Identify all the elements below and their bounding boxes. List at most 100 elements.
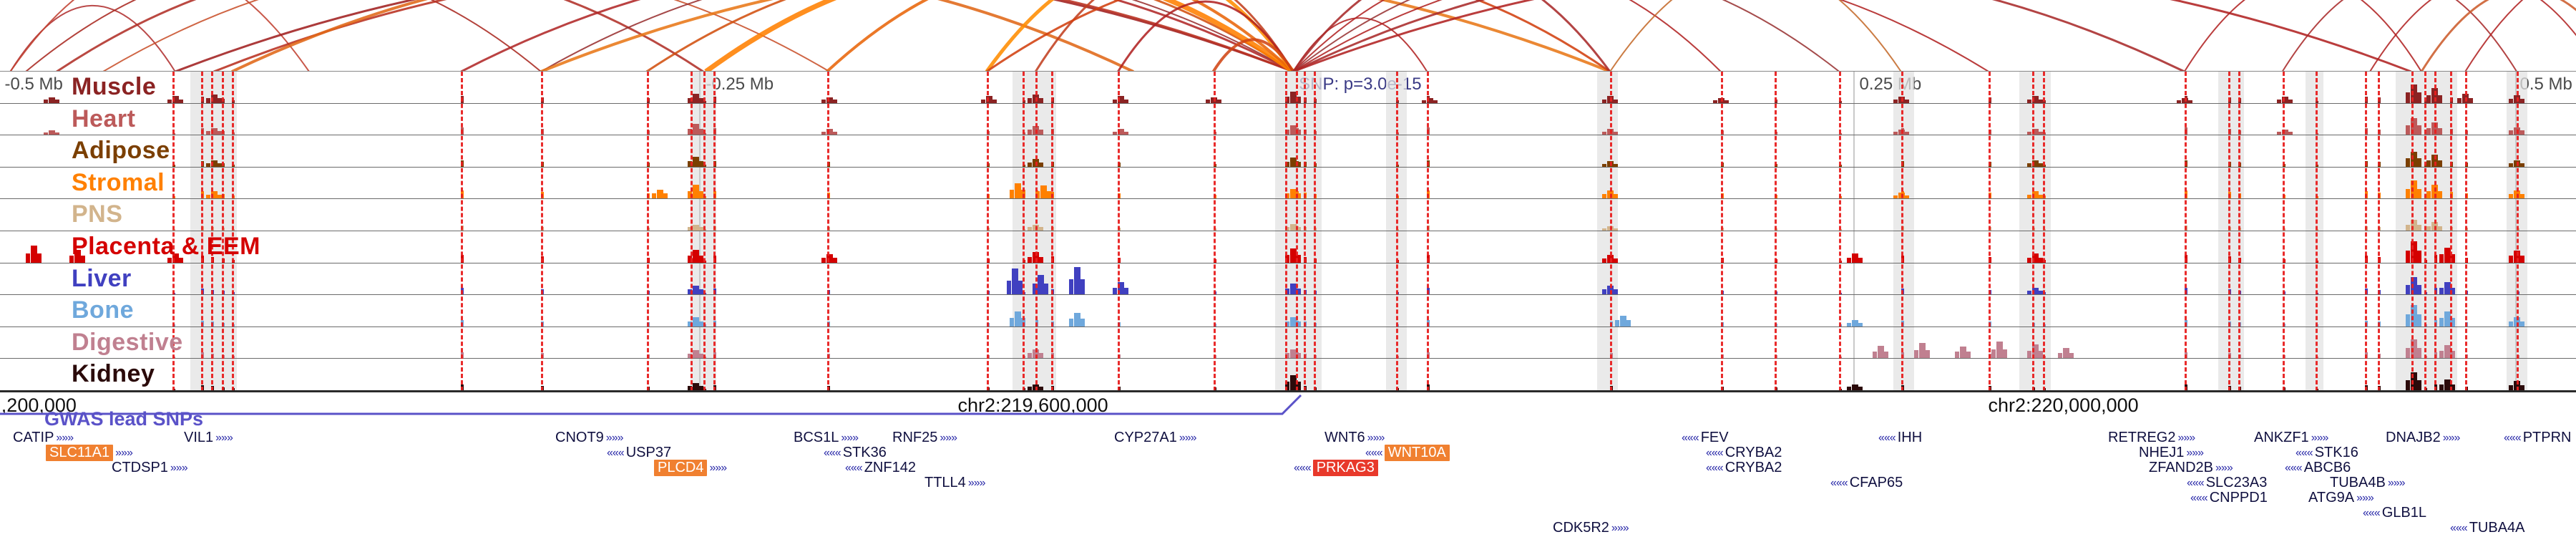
signal-peak-shoulder <box>2277 132 2282 135</box>
signal-peak <box>1015 311 1021 326</box>
signal-peak-shoulder <box>205 194 210 199</box>
gene-name-label: PRKAG3 <box>1312 460 1378 477</box>
signal-peak-shoulder <box>36 253 42 263</box>
signal-peak <box>210 94 218 103</box>
gene-strand-glyph-left: ««« <box>1682 431 1699 444</box>
gene-strand-glyph-right: »»» <box>841 431 859 444</box>
signal-peak <box>2411 84 2418 103</box>
signal-peak <box>2032 128 2039 135</box>
gene-usp37: ««« USP37 <box>605 445 671 461</box>
gene-strand-glyph-left: ««« <box>1294 461 1312 474</box>
signal-peak-shoulder <box>688 255 692 263</box>
snp-dashed-line <box>2316 72 2318 391</box>
signal-peak <box>2282 129 2289 135</box>
snp-dashed-line <box>2517 72 2519 391</box>
snp-dashed-line <box>703 72 706 391</box>
signal-peak-shoulder <box>2406 188 2411 199</box>
signal-peak-shoulder <box>699 190 703 199</box>
signal-peak <box>2032 96 2039 103</box>
signal-peak-shoulder <box>1018 280 1023 295</box>
gene-cnppd1: ««« CNPPD1 <box>2188 490 2268 506</box>
snp-dashed-line <box>986 72 989 391</box>
interaction-arc <box>2281 0 2518 72</box>
signal-peak-shoulder <box>1858 257 1863 263</box>
signal-peak-shoulder <box>2176 100 2181 103</box>
signal-peak-shoulder <box>1614 228 1618 231</box>
gene-name-label: CNOT9 <box>555 430 604 446</box>
signal-peak-shoulder <box>2426 160 2431 167</box>
interaction-arc <box>1292 0 1989 72</box>
signal-peak-shoulder <box>1847 323 1851 326</box>
gene-name-label: ABCB6 <box>2303 460 2351 476</box>
signal-peak-shoulder <box>1602 163 1606 167</box>
signal-peak-shoulder <box>2438 95 2442 103</box>
signal-peak-shoulder <box>688 386 692 390</box>
highlight-band <box>1275 72 1322 391</box>
gene-tuba4a: ««« TUBA4A <box>2448 520 2525 536</box>
snp-dashed-line <box>1427 72 1430 391</box>
gene-cryba2: ««« CRYBA2 <box>1704 460 1782 476</box>
signal-peak-shoulder <box>2439 254 2444 263</box>
signal-peak-shoulder <box>2069 352 2074 359</box>
signal-peak <box>2444 282 2451 295</box>
signal-peak-shoulder <box>2520 385 2525 390</box>
gene-name-label: CTDSP1 <box>112 460 168 476</box>
highlight-band <box>2306 72 2324 391</box>
gene-vil1: VIL1»»» <box>184 430 235 446</box>
gene-name-label: CRYBA2 <box>1724 460 1782 476</box>
gene-strand-glyph-right: »»» <box>605 431 624 444</box>
signal-peak <box>826 97 834 103</box>
signal-peak-shoulder <box>2439 287 2444 295</box>
signal-peak-shoulder <box>1028 353 1033 359</box>
signal-peak-shoulder <box>1297 193 1302 199</box>
signal-peak-shoulder <box>1966 352 1971 359</box>
gene-cyp27a1: CYP27A1»»» <box>1114 430 1199 446</box>
signal-peak-shoulder <box>699 227 703 231</box>
signal-peak-shoulder <box>2509 193 2514 199</box>
interaction-arc <box>2183 0 2422 72</box>
genomic-axis-line <box>0 390 2576 392</box>
gene-name-label: CFAP65 <box>1849 475 1903 491</box>
signal-peak-shoulder <box>2039 194 2043 199</box>
signal-peak-shoulder <box>2451 384 2455 390</box>
signal-peak-shoulder <box>2469 97 2474 103</box>
signal-peak <box>2411 276 2418 295</box>
gene-strand-glyph-right: »»» <box>2215 461 2233 474</box>
signal-peak-shoulder <box>1614 289 1618 295</box>
signal-peak <box>49 97 55 103</box>
gene-wnt10a: ««« WNT10A <box>1363 445 1450 462</box>
signal-peak <box>1996 342 2003 359</box>
snp-dashed-line <box>2434 72 2436 391</box>
gene-name-label: FEV <box>1700 430 1729 446</box>
signal-peak-shoulder <box>2509 163 2514 167</box>
signal-peak <box>49 130 55 135</box>
signal-peak-shoulder <box>2509 256 2514 263</box>
signal-peak <box>693 317 699 326</box>
gene-name-label: WNT6 <box>1324 430 1365 446</box>
signal-peak-shoulder <box>1124 287 1128 295</box>
signal-peak-shoulder <box>2406 224 2411 231</box>
signal-peak-shoulder <box>2417 92 2422 103</box>
snp-dashed-line <box>2377 72 2380 391</box>
signal-peak <box>986 96 993 103</box>
signal-peak-shoulder <box>2288 132 2293 135</box>
signal-peak-shoulder <box>2027 350 2031 359</box>
signal-peak-shoulder <box>2426 95 2431 103</box>
signal-peak-shoulder <box>2439 384 2444 390</box>
gene-strand-glyph-left: ««« <box>2363 506 2381 519</box>
signal-peak-shoulder <box>2426 226 2431 231</box>
signal-peak-shoulder <box>1297 382 1302 390</box>
gene-cryba2: ««« CRYBA2 <box>1704 445 1782 461</box>
coordinate-gridline <box>1853 72 1855 391</box>
signal-peak-shoulder <box>1602 131 1606 135</box>
interaction-arc <box>1292 0 2185 72</box>
signal-peak <box>2032 253 2039 263</box>
gene-name-label: CATIP <box>13 430 54 446</box>
signal-peak <box>210 127 218 135</box>
signal-peak-shoulder <box>2451 351 2455 359</box>
interaction-arc <box>2464 0 2524 72</box>
signal-peak-shoulder <box>1047 191 1051 199</box>
signal-peak-shoulder <box>217 194 222 199</box>
signal-peak <box>1290 125 1297 135</box>
snp-dashed-line <box>211 72 214 391</box>
